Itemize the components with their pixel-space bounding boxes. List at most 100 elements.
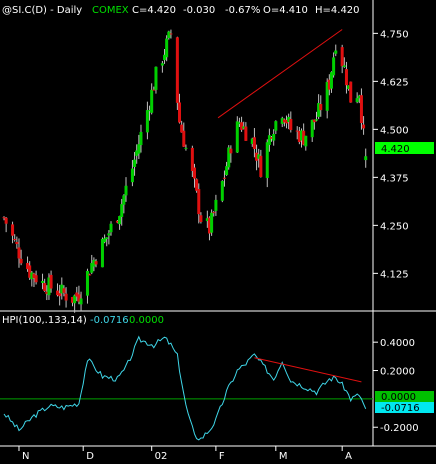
price-tick-label: 4.375 <box>380 173 409 184</box>
candle <box>190 145 194 178</box>
hpi-axis: 0.4000 0.2000 -0.2000 <box>373 338 419 434</box>
candle <box>259 149 263 178</box>
candle <box>242 121 246 130</box>
candle <box>237 117 241 128</box>
candle <box>150 83 154 115</box>
candle-body <box>133 159 137 168</box>
candle <box>342 57 346 68</box>
candle-body <box>289 118 293 131</box>
candle-body <box>295 130 299 132</box>
change-label: -0.030 <box>183 5 215 16</box>
candle <box>30 270 34 287</box>
candle <box>349 81 353 103</box>
candle <box>192 163 196 188</box>
candle <box>75 286 79 302</box>
hpi-zero-label: 0.0000 <box>381 392 416 403</box>
candle-body <box>272 134 276 141</box>
candle <box>145 101 149 140</box>
candle-body <box>62 288 66 293</box>
candle <box>235 116 239 153</box>
candle-body <box>115 220 119 223</box>
price-panel: 4.750 4.625 4.500 4.375 4.250 4.125 4.420 <box>2 29 434 313</box>
candle-body <box>100 238 104 268</box>
candle <box>297 126 301 145</box>
candle-body <box>205 218 209 222</box>
candle-body <box>145 110 149 133</box>
candle-body <box>334 50 338 54</box>
candle <box>49 270 53 293</box>
candle-body <box>154 66 158 90</box>
candle <box>270 135 274 142</box>
candle <box>165 35 169 62</box>
candle-body <box>47 277 51 296</box>
candle <box>62 285 66 297</box>
candle-body <box>13 238 17 240</box>
candle <box>77 285 81 305</box>
time-tick-label: F <box>219 451 225 462</box>
candle <box>300 128 304 148</box>
candle <box>17 238 21 268</box>
candle <box>60 277 64 300</box>
candle-body <box>85 270 89 296</box>
candle <box>58 284 62 306</box>
candle-body <box>235 121 239 153</box>
candle-body <box>58 293 62 297</box>
candle-body <box>56 290 60 296</box>
candle-body <box>135 150 139 156</box>
candle-body <box>152 89 156 91</box>
candle-body <box>270 137 274 139</box>
candle-body <box>349 81 353 103</box>
candle-body <box>15 241 19 245</box>
pct-change-label: -0.67% <box>225 5 260 16</box>
candle <box>124 177 128 202</box>
candle <box>105 237 109 247</box>
candle-body <box>94 261 98 265</box>
candle-body <box>150 89 154 113</box>
candle <box>32 272 36 288</box>
candle <box>92 257 96 272</box>
candle-body <box>190 147 194 171</box>
candle <box>103 234 107 244</box>
candle <box>133 152 137 176</box>
candle <box>255 144 259 171</box>
candle-body <box>107 233 111 236</box>
candle <box>109 221 113 236</box>
candle-body <box>34 275 38 283</box>
candle-body <box>250 138 254 144</box>
candle-body <box>207 217 211 234</box>
candle-body <box>212 212 216 214</box>
candle <box>88 273 92 276</box>
candle <box>344 61 348 94</box>
candle-body <box>227 147 231 168</box>
candle-body <box>139 131 143 146</box>
candle <box>137 134 141 160</box>
candle-body <box>163 54 167 61</box>
candle <box>272 129 276 146</box>
candle <box>240 116 244 132</box>
candle <box>15 236 19 249</box>
candle-body <box>182 130 186 147</box>
candle-body <box>180 124 184 133</box>
candle-body <box>237 122 241 125</box>
candle <box>214 194 218 216</box>
candle <box>364 148 368 168</box>
candle-body <box>41 280 45 283</box>
candle-body <box>327 79 331 90</box>
hpi-value-badge <box>375 402 434 413</box>
candle <box>4 217 8 233</box>
candle-body <box>300 130 304 141</box>
hpi-zero-badge <box>375 391 434 402</box>
time-tick-label: A <box>345 451 352 462</box>
candle-body <box>257 154 261 159</box>
price-header: @SI.C(D) - Daily COMEX C=4.420 -0.030 -0… <box>2 5 360 16</box>
candle <box>312 119 316 130</box>
candle-body <box>30 272 34 280</box>
candle-body <box>317 103 321 117</box>
candle-body <box>103 238 107 243</box>
candle-body <box>49 274 53 289</box>
candle <box>282 118 286 127</box>
candle-body <box>242 126 246 129</box>
candle <box>139 124 143 153</box>
time-tick-label: N <box>22 451 29 462</box>
